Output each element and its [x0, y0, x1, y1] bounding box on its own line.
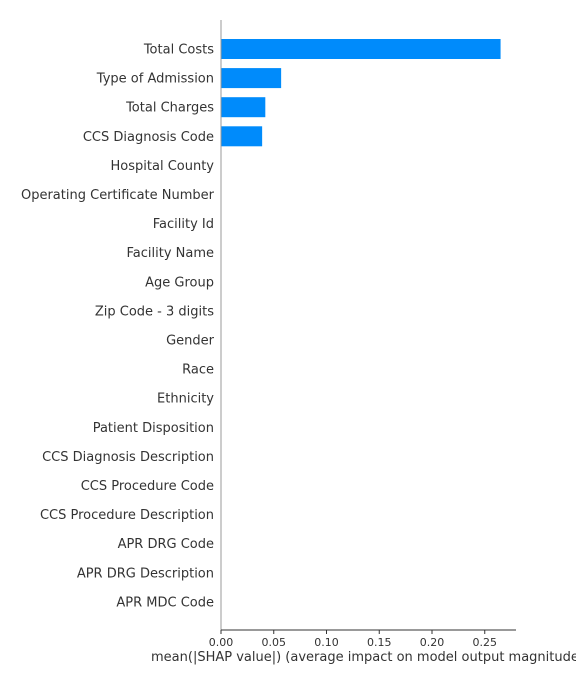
category-label: Age Group — [145, 275, 214, 290]
category-labels: Total Costs Type of Admission Total Charge… — [21, 43, 215, 611]
category-label: Type of Admission — [96, 72, 214, 87]
category-label: CCS Procedure Description — [40, 508, 214, 523]
category-label: Patient Disposition — [93, 421, 214, 436]
category-label: Race — [182, 363, 214, 378]
category-label: Operating Certificate Number — [21, 188, 215, 203]
category-label: Zip Code - 3 digits — [95, 304, 214, 319]
x-tick-label: 0.00 — [209, 636, 234, 649]
x-tick-label: 0.10 — [314, 636, 339, 649]
bar — [221, 97, 266, 118]
category-label: Gender — [166, 334, 215, 349]
category-label: Ethnicity — [157, 392, 214, 407]
category-label: Hospital County — [111, 159, 215, 174]
x-tick-label: 0.25 — [473, 636, 498, 649]
category-label: APR DRG Description — [77, 566, 214, 581]
category-label: CCS Procedure Code — [81, 479, 214, 494]
x-tick-label: 0.15 — [367, 636, 392, 649]
category-label: CCS Diagnosis Description — [42, 450, 214, 465]
category-label: APR DRG Code — [118, 537, 214, 552]
bar — [221, 39, 501, 59]
bar — [221, 126, 263, 147]
category-label: APR MDC Code — [116, 595, 214, 610]
category-label: CCS Diagnosis Code — [83, 130, 214, 145]
category-label: Total Charges — [125, 101, 214, 116]
x-tick-label: 0.20 — [420, 636, 445, 649]
x-axis-title: mean(|SHAP value|) (average impact on mo… — [151, 650, 576, 665]
category-label: Facility Id — [153, 217, 214, 232]
x-ticks: 0.00 0.05 0.10 0.15 0.20 0.25 — [209, 630, 497, 649]
x-tick-label: 0.05 — [262, 636, 287, 649]
bars-group — [221, 39, 501, 147]
category-label: Facility Name — [126, 246, 214, 261]
bar — [221, 68, 282, 89]
category-label: Total Costs — [143, 43, 214, 58]
